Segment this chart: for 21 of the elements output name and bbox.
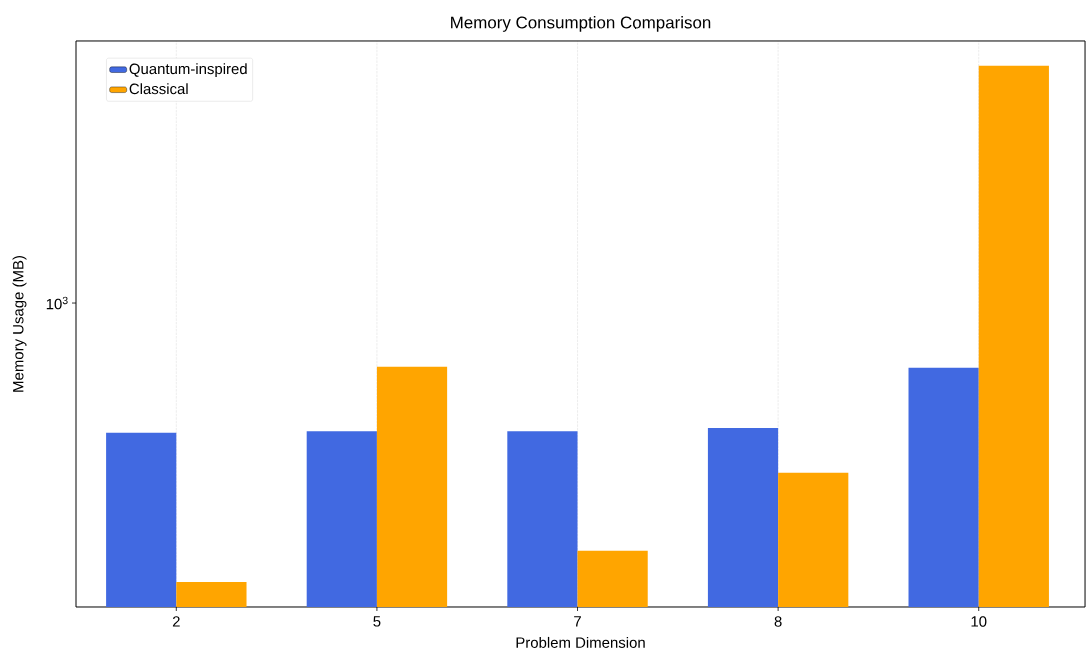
chart-title: Memory Consumption Comparison	[451, 16, 711, 32]
bar	[507, 431, 578, 607]
x-tick-label: 7	[574, 616, 581, 627]
bar	[376, 366, 448, 607]
x-tick-label: 10	[971, 616, 987, 627]
x-tick-label: 8	[774, 616, 782, 627]
y-axis-title: Memory Usage (MB)	[12, 256, 27, 392]
bar	[978, 65, 1049, 607]
bar	[306, 431, 377, 607]
x-tick-label: 2	[172, 616, 180, 627]
bar	[106, 432, 177, 607]
bar	[908, 367, 979, 607]
x-axis-title: Problem Dimension	[516, 636, 645, 648]
legend-label: Quantum-inspired	[129, 63, 247, 78]
bar	[176, 582, 247, 607]
legend-label: Classical	[129, 83, 188, 95]
text: 10$^{3}$	[46, 296, 68, 310]
x-tick-label: 5	[373, 616, 381, 627]
bar	[707, 427, 779, 607]
bar	[577, 550, 648, 607]
bar	[778, 472, 849, 607]
